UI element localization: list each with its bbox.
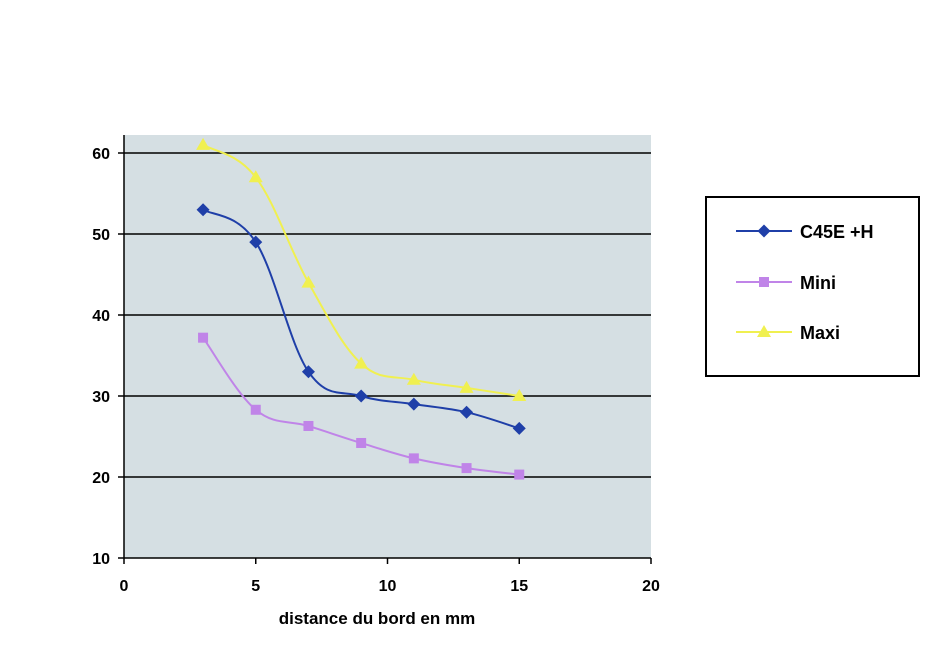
data-point-maxi-9 — [354, 356, 369, 369]
x-axis-ticks: 0 5 10 15 20 — [120, 558, 660, 595]
data-point-c45e-h-5 — [249, 235, 263, 249]
data-point-maxi-11 — [406, 372, 421, 385]
plot-area — [124, 135, 651, 558]
legend: C45E +H Mini Maxi — [705, 196, 920, 377]
x-tick-label-0: 0 — [120, 578, 129, 595]
y-axis-ticks: 10 20 30 40 50 60 — [92, 146, 124, 568]
data-point-mini-9 — [356, 437, 367, 448]
legend-item-mini: Mini — [736, 273, 836, 293]
x-axis-title: distance du bord en mm — [279, 609, 475, 628]
series-group — [196, 137, 527, 480]
legend-label-mini: Mini — [800, 273, 836, 293]
legend-label-maxi: Maxi — [800, 323, 840, 343]
y-tick-label-20: 20 — [92, 470, 110, 487]
data-point-maxi-13 — [459, 380, 474, 393]
data-point-maxi-3 — [196, 137, 211, 150]
y-tick-label-50: 50 — [92, 227, 110, 244]
data-point-maxi-15 — [512, 389, 527, 401]
data-point-mini-7 — [303, 420, 314, 431]
data-point-maxi-7 — [301, 275, 316, 288]
series-c45e-h — [196, 203, 526, 435]
data-point-maxi-5 — [248, 170, 263, 183]
series-mini — [198, 332, 525, 480]
legend-item-maxi: Maxi — [736, 323, 840, 343]
y-tick-label-60: 60 — [92, 146, 110, 163]
legend-marker-c45e-h — [757, 224, 771, 238]
data-point-mini-13 — [461, 463, 472, 474]
data-point-c45e-h-15 — [512, 421, 526, 435]
data-point-mini-11 — [408, 453, 419, 464]
x-tick-label-15: 15 — [510, 578, 528, 595]
legend-box — [705, 196, 920, 377]
legend-marker-maxi — [757, 325, 771, 337]
y-tick-label-40: 40 — [92, 308, 110, 325]
data-point-mini-15 — [514, 469, 525, 480]
y-tick-label-10: 10 — [92, 551, 110, 568]
y-tick-label-30: 30 — [92, 389, 110, 406]
gridlines — [124, 152, 651, 478]
legend-marker-mini — [759, 277, 769, 287]
data-point-c45e-h-9 — [354, 389, 368, 403]
data-point-c45e-h-13 — [460, 405, 474, 419]
legend-label-c45e-h: C45E +H — [800, 222, 874, 242]
legend-item-c45e-h: C45E +H — [736, 222, 874, 242]
data-point-c45e-h-11 — [407, 397, 421, 411]
series-maxi — [196, 137, 527, 401]
data-point-mini-3 — [198, 332, 209, 343]
x-tick-label-5: 5 — [251, 578, 260, 595]
data-point-mini-5 — [250, 404, 261, 415]
x-tick-label-20: 20 — [642, 578, 660, 595]
legend-items: C45E +H Mini Maxi — [736, 222, 874, 343]
data-point-c45e-h-3 — [196, 203, 210, 217]
data-point-c45e-h-7 — [301, 365, 315, 379]
x-tick-label-10: 10 — [379, 578, 397, 595]
